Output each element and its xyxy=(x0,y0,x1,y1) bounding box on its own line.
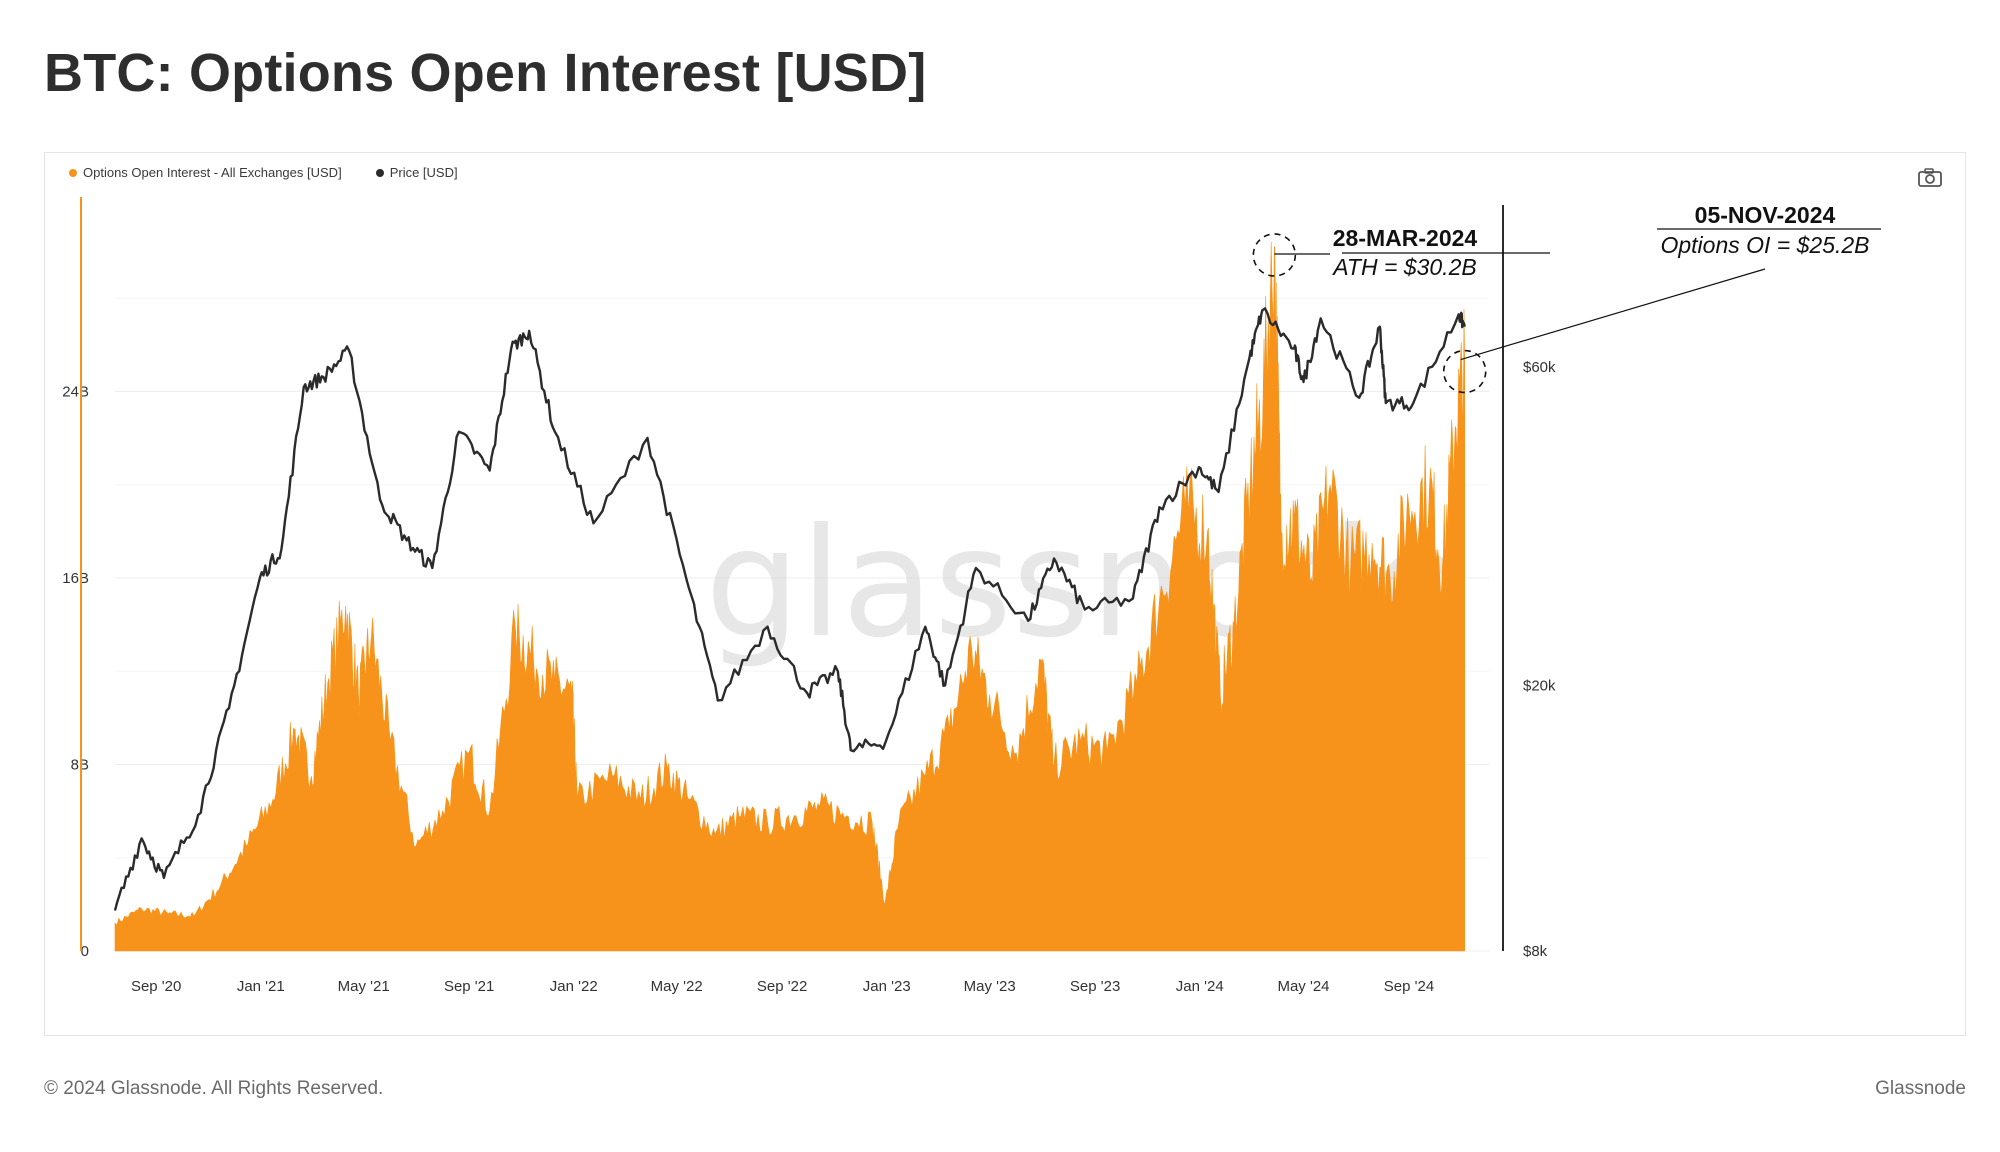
latest-annotation-date: 05-NOV-2024 xyxy=(1695,202,1836,228)
footer-copyright: © 2024 Glassnode. All Rights Reserved. xyxy=(44,1078,384,1099)
price-series xyxy=(113,307,1466,911)
ath-annotation-value: ATH = $30.2B xyxy=(1331,254,1476,280)
axes: 0 8B 16B 24B $8k $20k $60k Sep '20 Jan '21 May '2… xyxy=(62,197,1556,995)
latest-marker-circle xyxy=(1442,349,1487,394)
camera-icon xyxy=(1918,168,1942,187)
page-title: BTC: Options Open Interest [USD] xyxy=(44,43,927,103)
legend-item-options-oi[interactable]: Options Open Interest - All Exchanges [U… xyxy=(69,165,342,180)
legend-label-options-oi: Options Open Interest - All Exchanges [U… xyxy=(83,165,342,180)
x-tick-label: Jan '22 xyxy=(550,978,598,995)
annotations: 28-MAR-2024 ATH = $30.2B 05-NOV-2024 Option… xyxy=(1252,202,1881,394)
y-left-tick-label: 8B xyxy=(71,757,89,774)
legend-swatch-price xyxy=(375,168,384,177)
x-tick-label: Sep '20 xyxy=(131,978,181,995)
chart-panel: Options Open Interest - All Exchanges [U… xyxy=(44,152,1966,1036)
y-right-tick-label: $60k xyxy=(1523,359,1556,376)
latest-leader-line xyxy=(1460,268,1766,361)
x-tick-label: Sep '24 xyxy=(1384,978,1434,995)
y-left-tick-label: 24B xyxy=(62,384,89,401)
x-tick-label: May '24 xyxy=(1277,978,1329,995)
x-tick-label: May '22 xyxy=(651,978,703,995)
x-tick-label: Sep '22 xyxy=(757,978,807,995)
oi-area xyxy=(114,241,1465,952)
legend-swatch-options-oi xyxy=(69,168,77,177)
y-right-tick-label: $20k xyxy=(1523,677,1556,694)
y-right-tick-label: $8k xyxy=(1523,943,1548,960)
x-tick-label: May '23 xyxy=(964,978,1016,995)
screenshot-button[interactable] xyxy=(1917,167,1943,189)
x-tick-label: Sep '21 xyxy=(444,978,494,995)
x-tick-label: Sep '23 xyxy=(1070,978,1120,995)
ath-annotation-date: 28-MAR-2024 xyxy=(1333,225,1478,251)
y-left-tick-label: 0 xyxy=(81,943,89,960)
x-tick-label: Jan '23 xyxy=(863,978,911,995)
price-line xyxy=(113,307,1466,911)
oi-series xyxy=(114,241,1465,952)
x-tick-label: Jan '21 xyxy=(237,978,285,995)
legend: Options Open Interest - All Exchanges [U… xyxy=(69,165,458,180)
y-left-tick-label: 16B xyxy=(62,570,89,587)
x-tick-label: May '21 xyxy=(338,978,390,995)
x-tick-label: Jan '24 xyxy=(1176,978,1224,995)
footer-brand[interactable]: Glassnode xyxy=(1875,1078,1966,1099)
legend-label-price: Price [USD] xyxy=(389,165,458,180)
latest-annotation-value: Options OI = $25.2B xyxy=(1660,232,1869,258)
legend-item-price[interactable]: Price [USD] xyxy=(375,165,458,180)
